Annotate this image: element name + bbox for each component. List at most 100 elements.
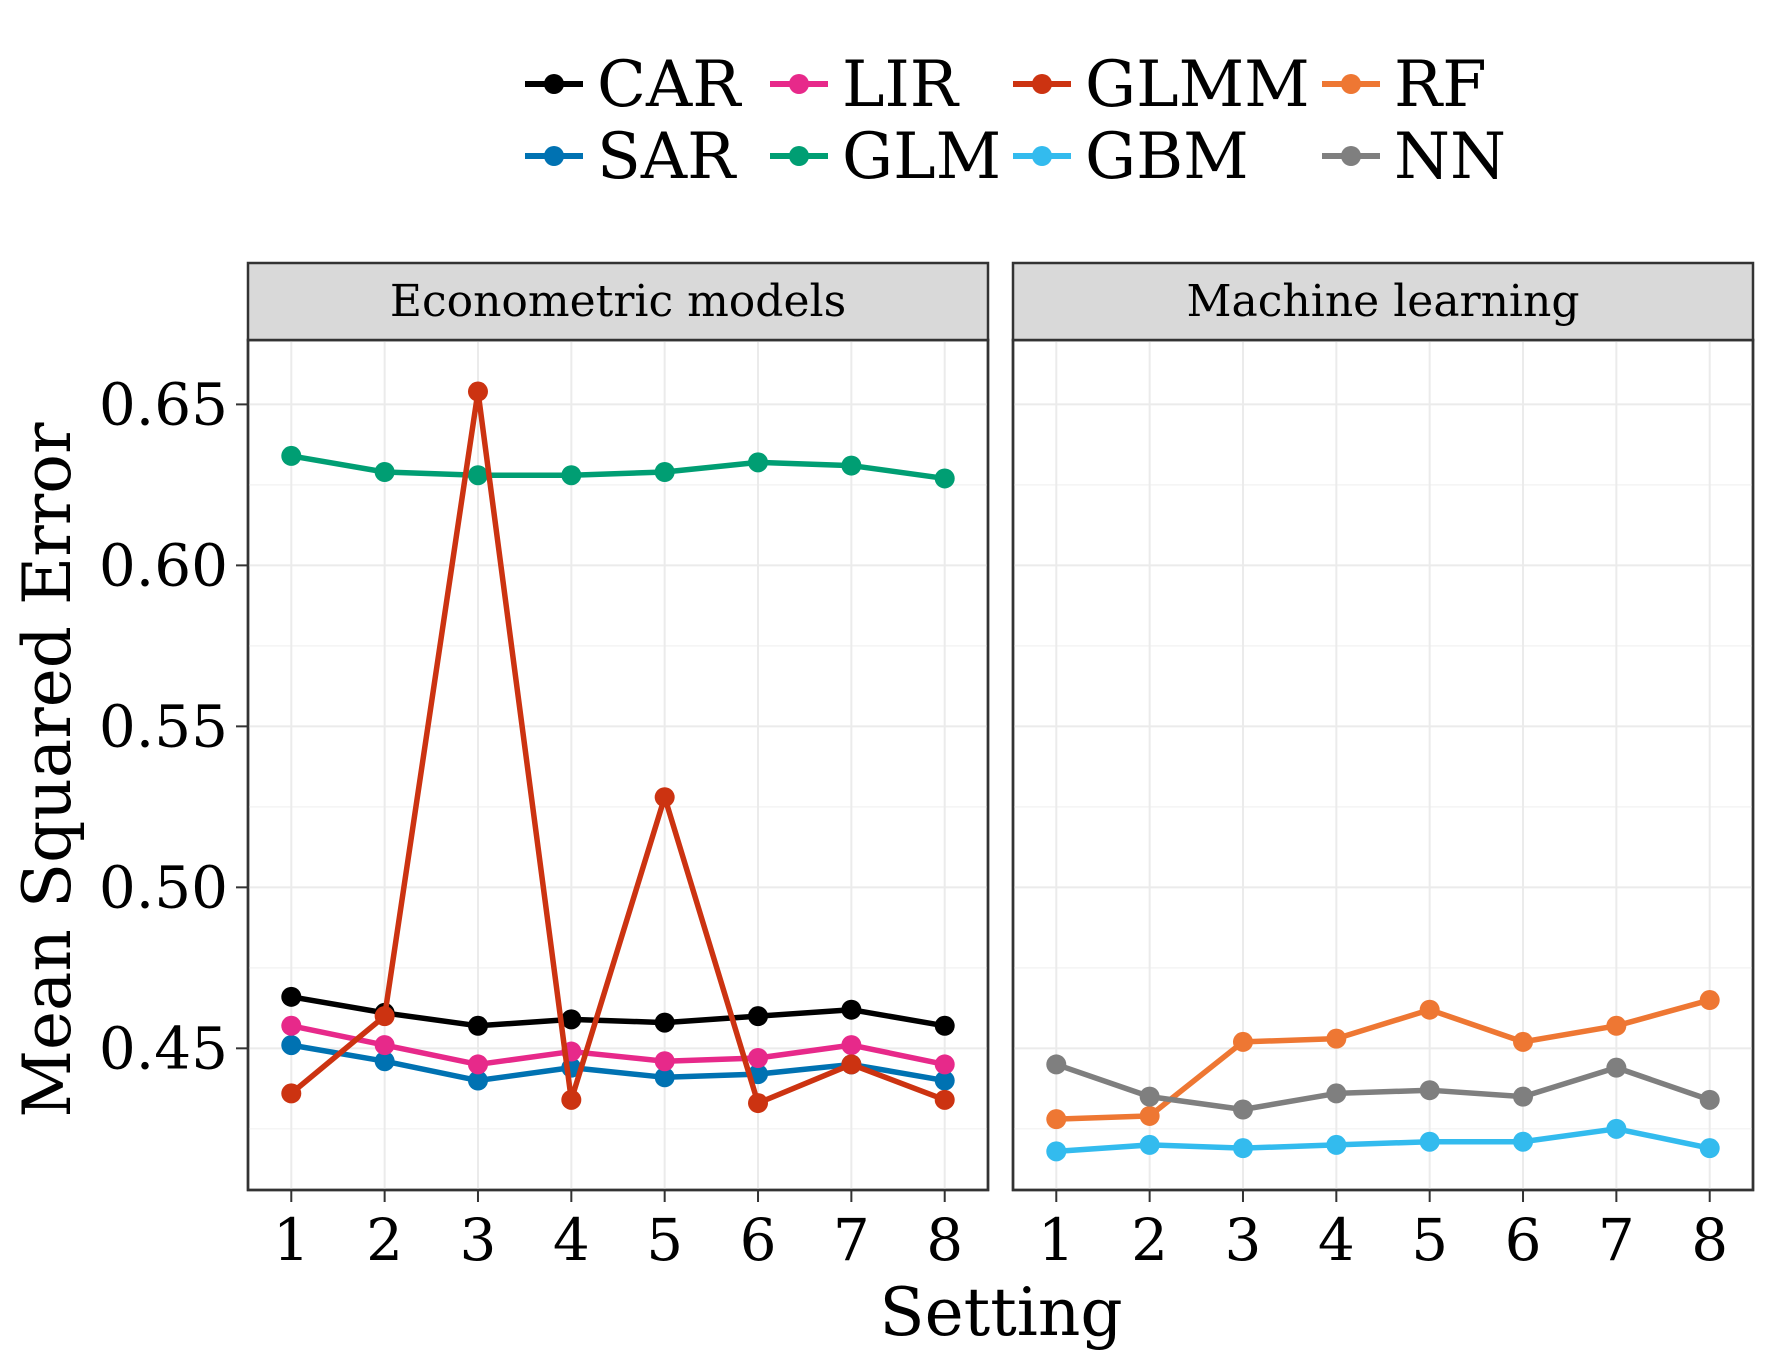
data-point-glm (374, 462, 395, 483)
series-line-nn (1055, 1061, 1711, 1113)
data-point-glmm (467, 381, 488, 402)
legend-label: GLMM (1085, 48, 1310, 122)
data-point-glm (654, 462, 675, 483)
series-line-glmm (289, 388, 946, 1106)
data-point-lir (374, 1035, 395, 1056)
data-point-sar (374, 1051, 395, 1072)
legend-key-point (1032, 74, 1052, 94)
legend-key-point (544, 74, 564, 94)
data-point-nn (1326, 1083, 1347, 1104)
legend-key-point (544, 146, 564, 166)
y-tick-label: 0.45 (99, 1014, 228, 1082)
data-point-gbm (1139, 1134, 1160, 1155)
panel-background (1011, 338, 1755, 1192)
legend-item-lir: LIR (770, 48, 960, 122)
legend-item-nn: NN (1322, 120, 1506, 194)
legend-key-point (1341, 146, 1361, 166)
data-point-glmm (748, 1093, 769, 1114)
data-point-glmm (281, 1083, 302, 1104)
y-tick-label: 0.55 (99, 692, 228, 760)
facet-strip (1011, 261, 1755, 342)
legend-item-glmm: GLMM (1013, 48, 1310, 122)
data-point-sar (467, 1070, 488, 1091)
data-point-lir (748, 1047, 769, 1068)
x-tick-label: 7 (1598, 1206, 1635, 1274)
data-point-car (281, 986, 302, 1007)
data-point-gbm (1046, 1141, 1067, 1162)
x-tick-label: 4 (1318, 1206, 1355, 1274)
x-tick-label: 2 (1131, 1206, 1168, 1274)
x-tick-label: 6 (1505, 1206, 1542, 1274)
facet-strip-label: Econometric models (390, 276, 846, 327)
data-point-glm (934, 468, 955, 489)
panel-0: Econometric models 1 2 3 4 5 6 7 8 (246, 261, 990, 1274)
data-point-car (841, 999, 862, 1020)
data-point-lir (841, 1035, 862, 1056)
data-point-glm (841, 455, 862, 476)
legend-label: LIR (842, 48, 960, 122)
x-tick-label: 3 (1225, 1206, 1262, 1274)
y-axis: 0.45 0.50 0.55 0.60 0.65 (99, 370, 248, 1082)
x-axis-title: Setting (879, 1274, 1122, 1351)
data-point-glmm (561, 1089, 582, 1110)
legend-key-point (789, 146, 809, 166)
legend-item-rf: RF (1322, 48, 1487, 122)
data-point-car (654, 1012, 675, 1033)
data-point-rf (1046, 1109, 1067, 1130)
data-point-gbm (1513, 1131, 1534, 1152)
data-point-nn (1139, 1086, 1160, 1107)
series-rf (1046, 990, 1720, 1130)
data-point-lir (654, 1051, 675, 1072)
legend: CAR LIR GLMM RF SAR GLM GBM NN (525, 48, 1506, 194)
data-point-rf (1513, 1031, 1534, 1052)
data-point-car (467, 1015, 488, 1036)
data-point-lir (467, 1054, 488, 1075)
data-point-nn (1232, 1099, 1253, 1120)
data-point-rf (1139, 1105, 1160, 1126)
x-tick-label: 3 (460, 1206, 497, 1274)
legend-label: SAR (597, 120, 737, 194)
legend-label: CAR (597, 48, 742, 122)
data-point-glm (561, 465, 582, 486)
legend-key-point (1341, 74, 1361, 94)
data-point-glmm (374, 1006, 395, 1027)
data-point-rf (1326, 1028, 1347, 1049)
data-point-rf (1419, 999, 1440, 1020)
y-axis-title: Mean Squared Error (9, 422, 86, 1118)
series-lir (281, 1015, 955, 1075)
series-glm (281, 445, 955, 489)
data-point-glmm (654, 787, 675, 808)
legend-label: NN (1394, 120, 1506, 194)
data-point-gbm (1419, 1131, 1440, 1152)
data-point-rf (1232, 1031, 1253, 1052)
data-point-car (748, 1006, 769, 1027)
legend-item-gbm: GBM (1013, 120, 1249, 194)
series-line-sar (290, 1042, 946, 1084)
series-line-gbm (1056, 1126, 1711, 1155)
x-tick-label: 1 (1038, 1206, 1075, 1274)
series-line-car (290, 994, 946, 1029)
data-point-glmm (934, 1089, 955, 1110)
data-point-glm (748, 452, 769, 473)
data-point-sar (934, 1070, 955, 1091)
legend-key-point (1032, 146, 1052, 166)
data-point-lir (934, 1054, 955, 1075)
y-tick-label: 0.65 (99, 370, 228, 438)
data-point-glm (281, 445, 302, 466)
x-tick-label: 7 (833, 1206, 870, 1274)
x-tick-label: 2 (366, 1206, 403, 1274)
facet-strip-label: Machine learning (1187, 276, 1580, 327)
legend-label: RF (1394, 48, 1487, 122)
legend-key-point (789, 74, 809, 94)
data-point-gbm (1606, 1118, 1627, 1139)
data-point-sar (281, 1035, 302, 1056)
y-tick-label: 0.60 (99, 531, 228, 599)
data-point-rf (1699, 990, 1720, 1011)
x-tick-label: 8 (926, 1206, 963, 1274)
x-tick-label: 5 (646, 1206, 683, 1274)
series-nn (1046, 1054, 1720, 1120)
data-point-gbm (1326, 1134, 1347, 1155)
data-point-nn (1606, 1057, 1627, 1078)
